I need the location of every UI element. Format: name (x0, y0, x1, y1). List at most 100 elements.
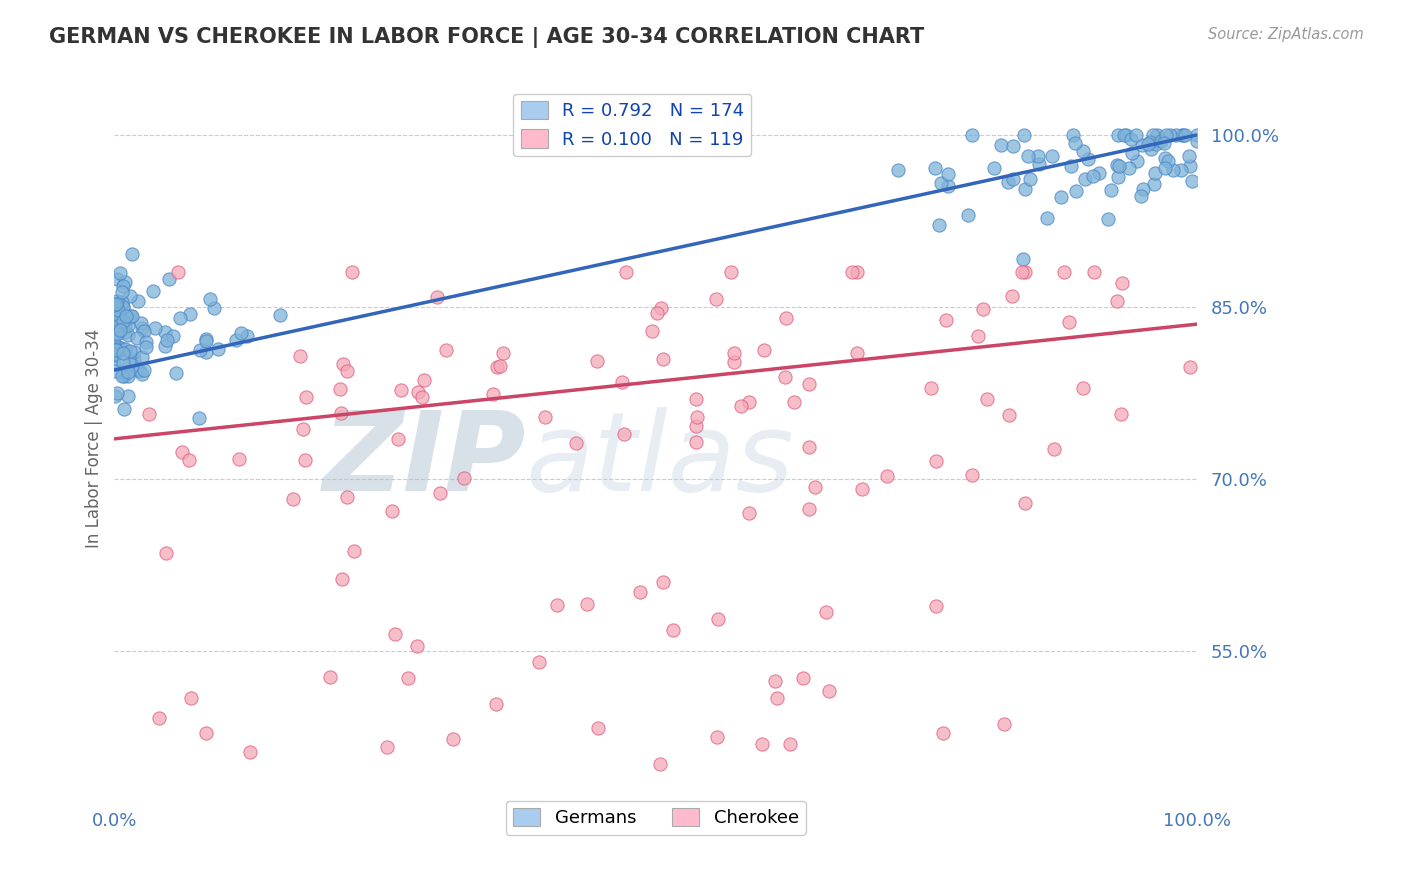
Point (1115, 128, 1137, 142)
Point (142, 285, 165, 299)
Point (127, 363, 149, 377)
Point (685, 435, 707, 450)
Point (194, 332, 217, 346)
Point (1146, 128, 1168, 142)
Point (292, 422, 315, 436)
Point (110, 266, 132, 280)
Point (1002, 172, 1025, 186)
Point (104, 326, 127, 341)
Point (129, 316, 152, 330)
Point (121, 247, 143, 261)
Point (105, 271, 128, 285)
Point (640, 324, 662, 338)
Point (485, 360, 508, 375)
Point (720, 265, 742, 279)
Point (239, 745, 262, 759)
Point (114, 320, 136, 334)
Point (118, 289, 141, 303)
Point (1154, 151, 1177, 165)
Point (1153, 136, 1175, 151)
Point (128, 364, 150, 378)
Point (120, 309, 142, 323)
Point (111, 285, 134, 300)
Point (107, 296, 129, 310)
Point (155, 546, 177, 560)
Point (117, 318, 139, 333)
Point (179, 307, 201, 321)
Point (1001, 289, 1024, 303)
Point (429, 486, 451, 500)
Point (932, 726, 955, 740)
Point (107, 294, 129, 309)
Legend: Germans, Cherokee: Germans, Cherokee (506, 801, 806, 835)
Point (845, 265, 868, 279)
Point (686, 409, 709, 424)
Point (1143, 177, 1166, 191)
Point (426, 290, 449, 304)
Point (1059, 159, 1081, 173)
Point (1132, 182, 1154, 196)
Text: ZIP: ZIP (322, 407, 526, 514)
Point (387, 432, 409, 446)
Point (104, 322, 127, 336)
Point (225, 333, 247, 347)
Point (931, 176, 953, 190)
Point (565, 435, 588, 450)
Point (406, 385, 429, 400)
Point (229, 326, 252, 340)
Point (104, 311, 127, 326)
Point (1139, 135, 1161, 149)
Point (651, 575, 673, 590)
Point (103, 357, 125, 371)
Point (288, 349, 311, 363)
Point (125, 331, 148, 345)
Point (330, 572, 353, 586)
Point (1074, 171, 1097, 186)
Point (135, 334, 157, 349)
Point (112, 365, 135, 379)
Point (107, 326, 129, 340)
Point (105, 342, 128, 356)
Point (783, 394, 806, 409)
Point (1130, 138, 1153, 153)
Point (105, 386, 128, 401)
Point (1014, 182, 1036, 196)
Point (112, 300, 135, 314)
Point (960, 468, 983, 483)
Point (332, 358, 354, 372)
Text: Source: ZipAtlas.com: Source: ZipAtlas.com (1208, 27, 1364, 42)
Point (1036, 211, 1059, 226)
Point (108, 323, 131, 337)
Point (935, 313, 957, 327)
Point (1071, 144, 1094, 158)
Point (143, 320, 166, 334)
Point (1028, 149, 1050, 163)
Point (122, 353, 145, 368)
Point (645, 306, 668, 320)
Point (1014, 496, 1036, 510)
Point (131, 367, 153, 381)
Point (1011, 265, 1033, 279)
Point (527, 655, 550, 669)
Point (972, 301, 994, 316)
Point (488, 359, 510, 374)
Point (1053, 265, 1076, 279)
Point (751, 737, 773, 751)
Point (117, 365, 139, 379)
Point (132, 324, 155, 338)
Point (343, 544, 366, 558)
Point (105, 325, 128, 339)
Point (103, 343, 125, 358)
Point (188, 343, 211, 357)
Point (652, 352, 675, 367)
Point (876, 469, 898, 483)
Point (1042, 442, 1064, 457)
Point (1171, 128, 1194, 142)
Point (960, 128, 983, 142)
Point (111, 294, 134, 309)
Point (846, 346, 869, 360)
Point (1105, 293, 1128, 308)
Point (1180, 159, 1202, 173)
Point (737, 506, 759, 520)
Point (283, 491, 305, 506)
